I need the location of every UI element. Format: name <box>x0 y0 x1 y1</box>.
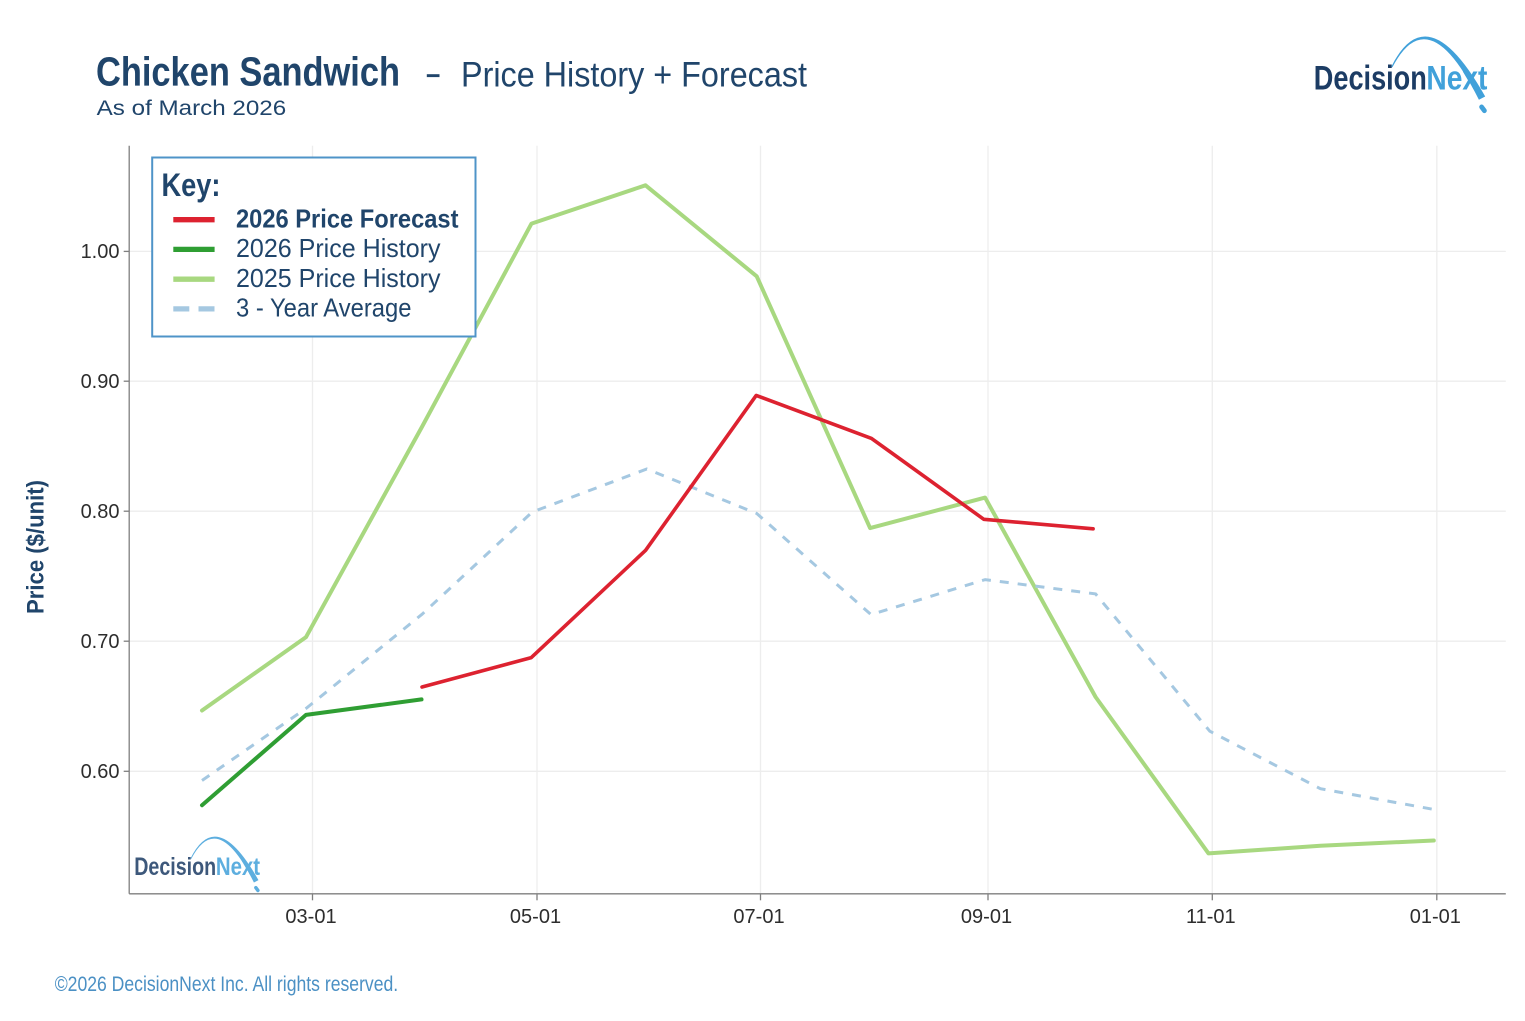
svg-text:09-01: 09-01 <box>961 906 1012 928</box>
svg-text:As of March 2026: As of March 2026 <box>97 97 287 120</box>
svg-text:Key:: Key: <box>162 167 221 203</box>
svg-text:0.80: 0.80 <box>81 501 120 523</box>
svg-text:0.90: 0.90 <box>81 371 120 393</box>
svg-text:1.00: 1.00 <box>81 241 120 263</box>
svg-text:05-01: 05-01 <box>510 906 561 928</box>
svg-text:07-01: 07-01 <box>733 906 784 928</box>
svg-text:2026 Price Forecast: 2026 Price Forecast <box>236 204 459 234</box>
svg-text:©2026 DecisionNext Inc. All ri: ©2026 DecisionNext Inc. All rights reser… <box>55 973 399 996</box>
svg-text:Price ($/unit): Price ($/unit) <box>23 480 50 614</box>
svg-text:2026 Price History: 2026 Price History <box>236 233 441 263</box>
svg-text:3 - Year Average: 3 - Year Average <box>236 293 412 323</box>
svg-text:0.60: 0.60 <box>81 761 120 783</box>
svg-text:2025 Price History: 2025 Price History <box>236 263 441 293</box>
svg-text:03-01: 03-01 <box>285 906 336 928</box>
svg-text:Chicken Sandwich: Chicken Sandwich <box>96 49 400 95</box>
svg-text:11-01: 11-01 <box>1186 906 1236 928</box>
svg-text:Price History + Forecast: Price History + Forecast <box>461 56 807 95</box>
svg-text:01-01: 01-01 <box>1410 906 1461 928</box>
svg-text:Decision: Decision <box>1314 60 1427 98</box>
svg-text:0.70: 0.70 <box>81 631 120 653</box>
